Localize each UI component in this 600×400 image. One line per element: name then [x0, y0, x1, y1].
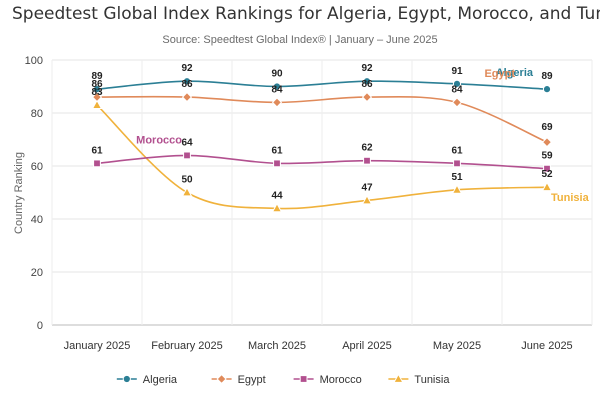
data-label-tunisia: 47 [361, 182, 373, 193]
data-label-morocco: 62 [361, 143, 373, 154]
data-label-egypt: 84 [451, 84, 463, 95]
y-tick-label: 60 [31, 161, 43, 173]
legend-item-morocco: Morocco [293, 374, 362, 386]
y-tick-label: 100 [25, 55, 43, 67]
data-point-morocco [273, 159, 281, 168]
data-label-algeria: 92 [181, 63, 193, 74]
y-tick-label: 40 [31, 214, 43, 226]
series-label-egypt: Egypt [484, 68, 515, 80]
data-point-algeria [542, 85, 552, 94]
data-point-morocco [363, 156, 371, 165]
series-line-algeria [96, 80, 548, 90]
y-tick-label: 20 [31, 267, 43, 279]
data-label-tunisia: 50 [181, 175, 193, 186]
legend: Algeria Egypt Morocco Tunisia [116, 373, 450, 386]
data-label-egypt: 84 [271, 84, 283, 95]
data-point-tunisia [181, 186, 193, 197]
legend-marker-morocco [299, 375, 308, 383]
data-point-egypt [541, 137, 553, 148]
legend-marker-egypt [216, 373, 227, 385]
data-label-algeria: 89 [541, 71, 553, 82]
data-point-morocco [543, 164, 551, 173]
x-tick-label: March 2025 [248, 340, 306, 352]
chart-subtitle: Source: Speedtest Global Index® | Januar… [162, 34, 437, 46]
y-tick-label: 0 [37, 320, 43, 332]
data-label-egypt: 86 [91, 79, 103, 90]
data-label-algeria: 92 [361, 63, 373, 74]
data-label-tunisia: 44 [271, 190, 283, 201]
data-label-egypt: 86 [361, 79, 373, 90]
x-tick-label: June 2025 [521, 340, 572, 352]
series [91, 77, 553, 213]
x-tick-label: February 2025 [151, 340, 223, 352]
series-line-egypt [96, 95, 548, 143]
data-point-morocco [93, 159, 101, 168]
data-point-tunisia [541, 181, 553, 192]
data-point-algeria [452, 79, 462, 88]
data-point-tunisia [91, 99, 103, 109]
data-label-morocco: 59 [541, 151, 553, 162]
data-point-algeria [362, 77, 372, 86]
data-point-algeria [182, 77, 192, 86]
data-point-morocco [453, 159, 461, 168]
series-line-morocco [96, 154, 548, 170]
legend-item-egypt: Egypt [211, 373, 266, 386]
data-label-morocco: 61 [91, 145, 103, 156]
data-label-morocco: 61 [451, 145, 463, 156]
data-point-tunisia [361, 194, 373, 205]
data-point-egypt [181, 91, 193, 103]
data-point-algeria [92, 85, 102, 94]
x-tick-label: May 2025 [433, 340, 481, 352]
legend-label: Tunisia [414, 374, 450, 386]
y-axis-label: Country Ranking [13, 152, 25, 234]
data-point-morocco [183, 151, 191, 160]
data-label-morocco: 61 [271, 145, 283, 156]
data-point-egypt [361, 91, 373, 103]
data-label-tunisia: 52 [541, 169, 553, 180]
data-point-algeria [272, 82, 282, 91]
data-label-algeria: 91 [451, 66, 463, 77]
data-label-egypt: 69 [541, 122, 553, 133]
x-tick-label: January 2025 [64, 340, 131, 352]
data-label-algeria: 89 [91, 71, 103, 82]
data-point-tunisia [451, 184, 463, 194]
y-tick-label: 80 [31, 108, 43, 120]
legend-item-tunisia: Tunisia [388, 373, 450, 386]
legend-label: Egypt [238, 374, 266, 386]
x-tick-label: April 2025 [342, 340, 392, 352]
grid [51, 59, 593, 326]
data-point-egypt [271, 97, 283, 108]
legend-label: Algeria [143, 374, 178, 386]
data-label-tunisia: 51 [451, 172, 463, 183]
data-point-egypt [451, 97, 463, 108]
data-label-egypt: 86 [181, 79, 193, 90]
chart-title: Speedtest Global Index Rankings for Alge… [12, 4, 600, 24]
data-label-tunisia: 83 [91, 87, 103, 98]
legend-marker-tunisia [393, 373, 404, 383]
data-point-tunisia [271, 202, 283, 213]
data-point-egypt [91, 91, 103, 103]
data-label-morocco: 64 [181, 137, 193, 148]
data-labels: 89 92 90 92 91 89 Algeria 86 86 84 86 84 69 Egypt 61 64… [91, 63, 589, 204]
series-label-tunisia: Tunisia [551, 192, 590, 204]
series-label-morocco: Morocco [136, 134, 182, 146]
legend-item-algeria: Algeria [116, 374, 178, 386]
series-line-tunisia [96, 104, 548, 210]
axes: 0 20 40 60 80 100 January 2025 February 2025 Mar… [25, 55, 573, 352]
series-label-algeria: Algeria [496, 67, 534, 79]
data-label-algeria: 90 [271, 69, 283, 80]
legend-label: Morocco [320, 374, 362, 386]
legend-marker-algeria [122, 374, 131, 384]
